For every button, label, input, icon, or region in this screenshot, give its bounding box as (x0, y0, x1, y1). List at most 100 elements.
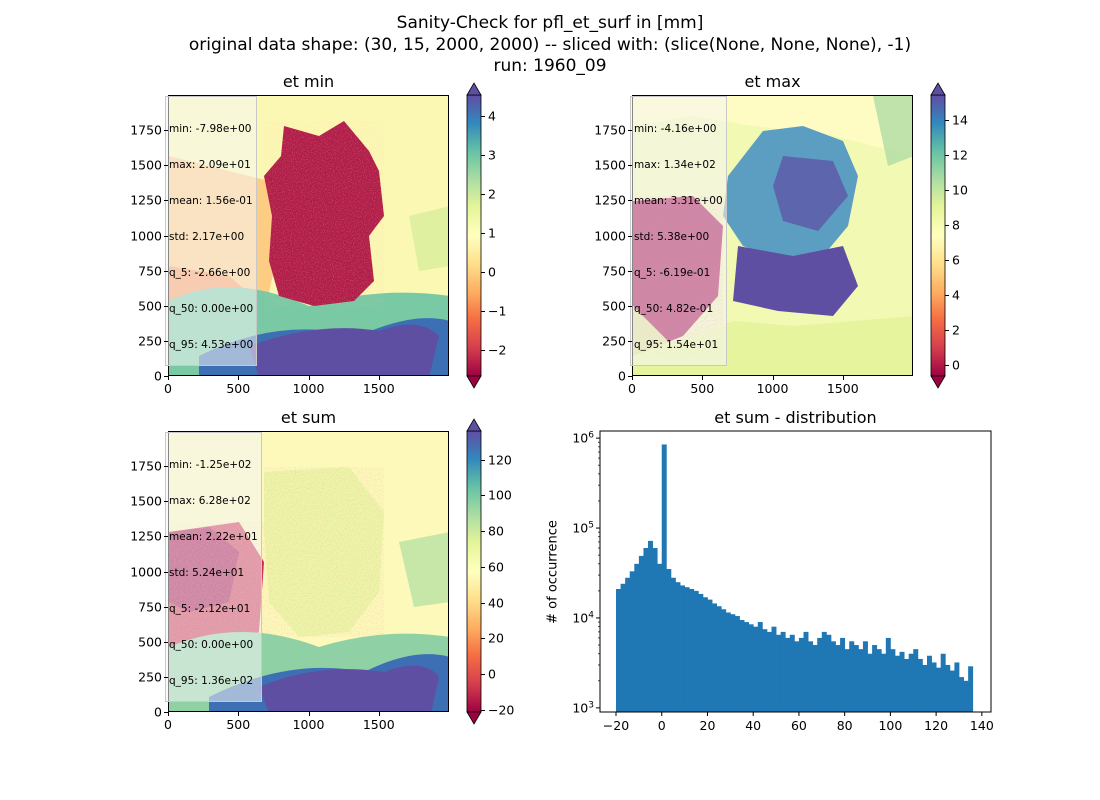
colorbar-tick-mark (945, 365, 949, 367)
y-tick-mark (164, 571, 168, 573)
colorbar-tick-label: 8 (952, 217, 960, 233)
colorbar-tick-mark (945, 119, 949, 121)
histogram-bar (968, 666, 974, 712)
histogram-bar (817, 637, 823, 712)
colorbar-tick-label: 40 (488, 595, 504, 611)
y-tick-label: 0 (618, 368, 626, 384)
colorbar-tick-label: 4 (488, 108, 496, 124)
stat-line: std: 2.17e+00 (169, 231, 245, 243)
y-tick-mark (164, 676, 168, 678)
stat-line: mean: 2.22e+01 (169, 531, 258, 543)
histogram-bar (812, 645, 818, 712)
histogram-bar (716, 606, 722, 712)
panel-title-et-min: et min (282, 72, 335, 91)
histogram-bar (638, 555, 644, 712)
y-tick-label: 1500 (130, 157, 162, 173)
histogram-bar (785, 637, 791, 712)
panel-title-et-sum: et sum (280, 408, 337, 427)
colorbar-tick-mark (945, 224, 949, 226)
histogram-bar (803, 631, 809, 712)
x-tick-mark (702, 376, 704, 380)
stat-line: q_5: -2.12e+01 (169, 603, 251, 615)
colorbar-tick-label: −2 (488, 342, 507, 358)
histogram-y-tick-label: 106 (572, 430, 594, 446)
colorbar-tick-mark (481, 272, 485, 274)
histogram-y-tick-label: 104 (572, 610, 594, 626)
histogram-bar (661, 444, 667, 712)
y-tick-mark (628, 340, 632, 342)
histogram-title: et sum - distribution (714, 408, 877, 427)
stat-line: q_95: 1.36e+02 (169, 675, 254, 687)
y-tick-mark (164, 641, 168, 643)
y-tick-mark (164, 536, 168, 538)
x-tick-label: 500 (690, 381, 715, 396)
histogram-bar (666, 569, 672, 712)
colorbar-tick-mark (481, 531, 485, 533)
histogram-bar (780, 631, 786, 712)
histogram-bar (826, 634, 832, 712)
x-tick-label: 0 (164, 381, 172, 396)
histogram-bar (684, 587, 690, 712)
y-tick-mark (164, 165, 168, 167)
y-tick-mark (164, 340, 168, 342)
histogram-bar (629, 571, 635, 712)
y-tick-mark (164, 501, 168, 503)
histogram-y-tick-label: 103 (572, 700, 594, 716)
histogram-bar (840, 637, 846, 712)
stats-box-et-max: min: -4.16e+00 max: 1.34e+02 mean: 3.31e… (630, 96, 727, 366)
colorbar-tick-mark (945, 330, 949, 332)
colorbar-tick-mark (481, 311, 485, 313)
histogram-bar (625, 577, 631, 712)
histogram-bar (876, 649, 882, 712)
histogram-frame (599, 430, 992, 713)
y-tick-label: 250 (138, 669, 162, 685)
colorbar-tick-mark (945, 294, 949, 296)
histogram-bar (872, 645, 878, 712)
y-tick-mark (164, 466, 168, 468)
stat-line: std: 5.24e+01 (169, 567, 245, 579)
y-tick-label: 1500 (594, 157, 626, 173)
colorbar-tick-mark (481, 602, 485, 604)
y-tick-mark (628, 305, 632, 307)
stat-line: mean: 3.31e+00 (634, 195, 723, 207)
x-tick-label: 500 (226, 381, 251, 396)
colorbar-tick-mark (481, 459, 485, 461)
x-tick-mark (842, 376, 844, 380)
colorbar-tick-label: 10 (952, 182, 968, 198)
stat-line: q_50: 0.00e+00 (169, 303, 254, 315)
histogram-bar (634, 563, 640, 712)
colorbar-tick-label: 0 (488, 264, 496, 280)
histogram-bar (766, 631, 772, 712)
histogram-bar (821, 631, 827, 712)
y-tick-label: 1000 (594, 228, 626, 243)
colorbar-tick-mark (945, 154, 949, 156)
stat-line: q_5: -6.19e-01 (634, 267, 711, 279)
histogram-bar (757, 622, 763, 712)
histogram-x-tick-label: −20 (602, 718, 630, 733)
y-tick-label: 1750 (130, 458, 162, 474)
colorbar-tick-mark (481, 638, 485, 640)
y-tick-label: 1250 (594, 192, 626, 208)
stat-line: min: -7.98e+00 (169, 123, 252, 135)
x-tick-label: 1500 (362, 381, 395, 396)
y-tick-mark (164, 270, 168, 272)
histogram-bar (643, 547, 649, 712)
stat-line: max: 6.28e+02 (169, 495, 251, 507)
y-tick-label: 500 (138, 634, 162, 650)
histogram-plot (596, 430, 992, 716)
x-tick-mark (168, 376, 169, 380)
histogram-bar (958, 677, 964, 712)
y-tick-label: 250 (602, 333, 626, 349)
histogram-bar (867, 653, 873, 712)
histogram-bar (734, 616, 740, 712)
colorbar-tick-mark (945, 259, 949, 261)
histogram-bar (748, 624, 754, 712)
stat-line: q_5: -2.66e+00 (169, 267, 251, 279)
histogram-bar (675, 582, 681, 712)
x-tick-mark (308, 376, 310, 380)
histogram-bar (771, 626, 777, 712)
colorbar-tick-mark (481, 495, 485, 497)
colorbar-tick-label: 0 (488, 666, 496, 682)
histogram-bar (702, 597, 708, 712)
figure-title-line-1: Sanity-Check for pfl_et_surf in [mm] (396, 13, 704, 33)
